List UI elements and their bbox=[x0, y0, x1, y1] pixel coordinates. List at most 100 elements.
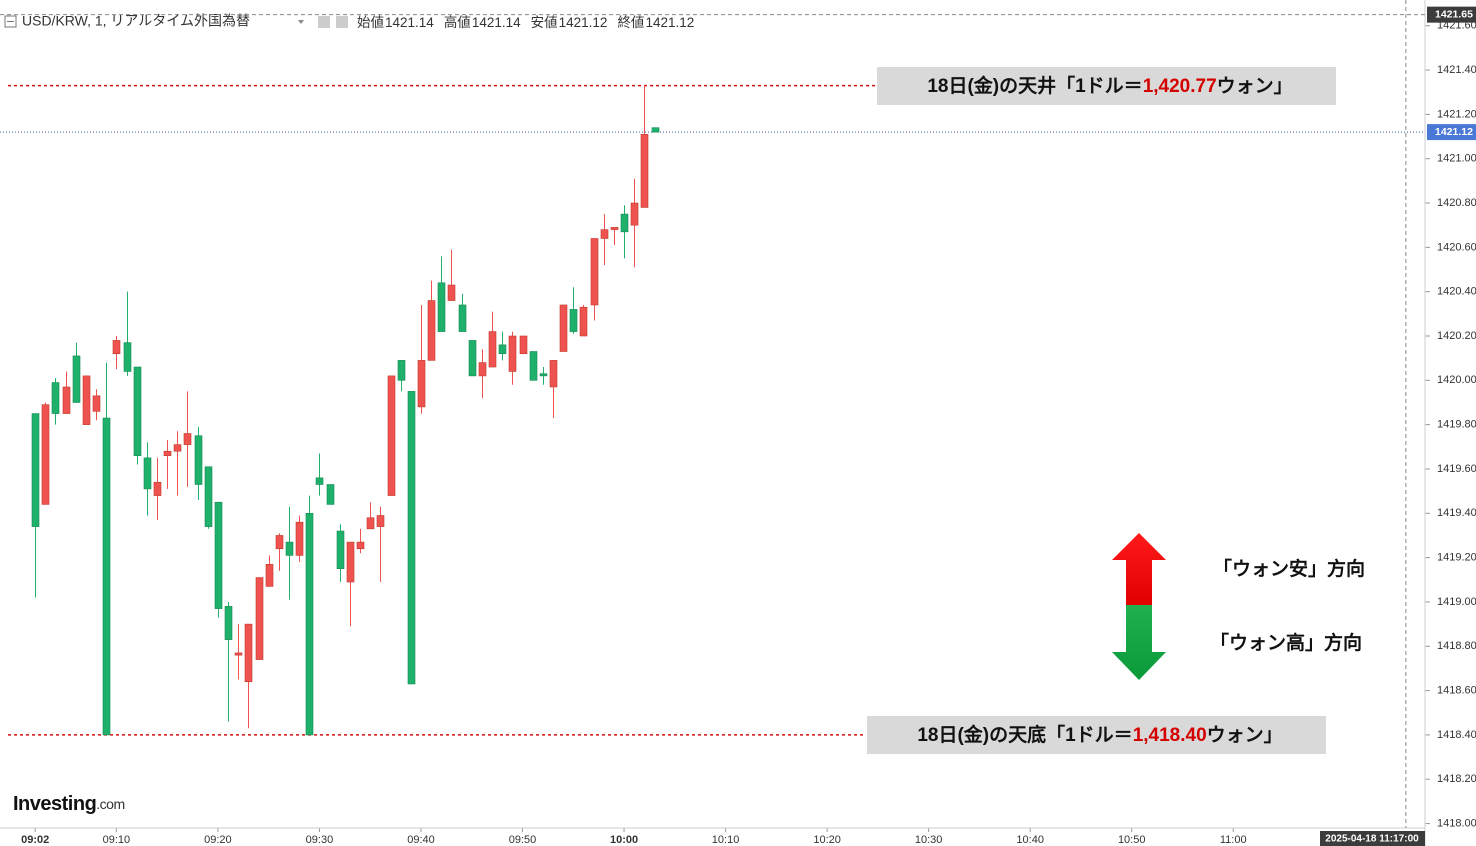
annotation-number: 1,418.40 bbox=[1133, 725, 1207, 746]
candle-body bbox=[559, 304, 568, 352]
y-tick-label: 1421.20 bbox=[1437, 108, 1476, 120]
y-tick-label: 1420.20 bbox=[1437, 330, 1476, 342]
crosshair-time-label: 2025-04-18 11:17:00 bbox=[1325, 834, 1419, 845]
settings-icon[interactable] bbox=[318, 16, 330, 28]
candle-body bbox=[265, 563, 274, 587]
candle-body bbox=[295, 521, 304, 556]
last-price-box bbox=[1427, 124, 1476, 141]
candle-body bbox=[31, 413, 40, 527]
annotation-text: 18日(金)の天底「1ドル＝ bbox=[917, 723, 1132, 746]
candle-body bbox=[447, 284, 456, 301]
candle-body bbox=[620, 213, 629, 233]
annotation-box bbox=[867, 716, 1326, 754]
y-tick-label: 1418.80 bbox=[1437, 640, 1476, 652]
candle-body bbox=[468, 340, 477, 377]
y-tick-label: 1418.60 bbox=[1437, 685, 1476, 697]
candle-body bbox=[600, 229, 609, 239]
x-tick-label: 10:00 bbox=[610, 834, 638, 846]
candle-body bbox=[123, 342, 132, 372]
y-tick-label: 1421.40 bbox=[1437, 64, 1476, 76]
ohlc-value: 1421.12 bbox=[645, 15, 694, 30]
candle-body bbox=[173, 444, 182, 452]
candle-body bbox=[508, 335, 517, 372]
candle-body bbox=[305, 512, 314, 736]
candle-body bbox=[387, 375, 396, 496]
x-tick-label: 10:30 bbox=[915, 834, 943, 846]
down-arrow bbox=[1112, 605, 1166, 680]
y-tick-label: 1419.60 bbox=[1437, 463, 1476, 475]
y-tick-label: 1420.00 bbox=[1437, 374, 1476, 386]
candle-body bbox=[651, 127, 660, 133]
ohlc-value: 1421.14 bbox=[385, 15, 434, 30]
candle-body bbox=[214, 501, 223, 609]
candle-body bbox=[62, 386, 71, 414]
candle-body bbox=[255, 577, 264, 660]
x-tick-label: 09:40 bbox=[407, 834, 435, 846]
grid-layer: 1418.00 1418.20 1418.40 1418.60 1418.80 1419.… bbox=[0, 20, 1476, 846]
candle-body bbox=[376, 515, 385, 527]
symbol-title: USD/KRW, 1, リアルタイム外国為替 bbox=[22, 13, 250, 29]
candle-body bbox=[478, 362, 487, 377]
x-tick-label: 09:20 bbox=[204, 834, 232, 846]
candle-body bbox=[112, 340, 121, 355]
candle-body bbox=[437, 282, 446, 332]
candle-body bbox=[102, 417, 111, 736]
candle-body bbox=[498, 344, 507, 355]
annotation-box bbox=[877, 67, 1336, 105]
candle-body bbox=[51, 382, 60, 414]
candle-body bbox=[163, 450, 172, 456]
up-arrow bbox=[1112, 533, 1166, 605]
x-tick-label: 10:10 bbox=[712, 834, 740, 846]
ohlc-value: 1421.14 bbox=[472, 15, 521, 30]
candle-body bbox=[82, 375, 91, 425]
candle-body bbox=[204, 466, 213, 527]
x-tick-label: 10:40 bbox=[1016, 834, 1044, 846]
ohlc-label: 高値 bbox=[444, 14, 471, 30]
annotation: 18日(金)の天底「1ドル＝1,418.40ウォン」 bbox=[917, 723, 1282, 746]
candle-body bbox=[579, 306, 588, 337]
logo: Investing.com bbox=[13, 793, 125, 815]
candle-body bbox=[610, 227, 619, 230]
annotation-text: 18日(金)の天井「1ドル＝ bbox=[927, 74, 1142, 97]
ohlc-label: 安値 bbox=[531, 15, 558, 30]
candle-body bbox=[326, 484, 335, 505]
y-tick-label: 1420.60 bbox=[1437, 241, 1476, 253]
direction-label: 「ウォン安」方向 bbox=[1213, 557, 1365, 580]
candle-body bbox=[153, 481, 162, 496]
candle-body bbox=[244, 623, 253, 683]
candle-body bbox=[41, 404, 50, 505]
x-tick-label: 09:10 bbox=[103, 834, 131, 846]
ohlc-label: 始値 bbox=[357, 15, 384, 30]
candle-body bbox=[92, 395, 101, 412]
crosshair-price-label: 1421.65 bbox=[1435, 8, 1473, 20]
candle-body bbox=[275, 535, 284, 550]
candle-body bbox=[72, 355, 81, 403]
candle-body bbox=[336, 530, 345, 570]
settings-icon[interactable] bbox=[336, 16, 348, 28]
ohlc-label: 終値 bbox=[617, 15, 644, 30]
x-tick-label: 10:50 bbox=[1118, 834, 1146, 846]
dropdown-caret[interactable] bbox=[298, 20, 304, 24]
candle-body bbox=[183, 433, 192, 445]
x-tick-label: 09:02 bbox=[21, 834, 49, 846]
crosshair-time-box bbox=[1320, 831, 1425, 846]
candle-body bbox=[549, 360, 558, 388]
last-price-label: 1421.12 bbox=[1435, 126, 1473, 138]
collapse-icon[interactable] bbox=[4, 15, 17, 28]
candle-body bbox=[640, 134, 649, 208]
candle-body bbox=[630, 202, 639, 226]
annotation-number: 1,420.77 bbox=[1143, 76, 1217, 97]
candle-body bbox=[407, 391, 416, 685]
x-tick-label: 09:50 bbox=[509, 834, 537, 846]
x-tick-label: 11:00 bbox=[1220, 834, 1247, 846]
candle-body bbox=[346, 541, 355, 583]
y-tick-label: 1419.20 bbox=[1437, 552, 1476, 564]
candle-body bbox=[458, 304, 467, 332]
candle-body bbox=[315, 477, 324, 485]
direction-label: 「ウォン高」方向 bbox=[1210, 631, 1362, 654]
candle-body bbox=[356, 541, 365, 550]
y-tick-label: 1419.80 bbox=[1437, 419, 1476, 431]
candle-body bbox=[539, 373, 548, 377]
